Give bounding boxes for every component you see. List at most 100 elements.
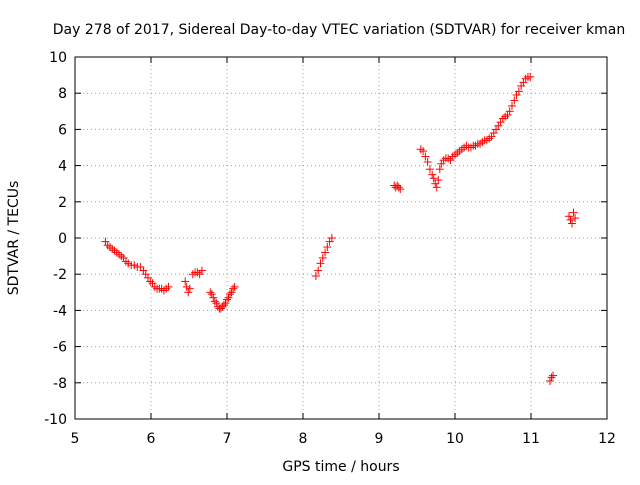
data-point: [496, 118, 505, 127]
data-point: [316, 259, 325, 268]
data-point: [565, 212, 573, 221]
data-point: [110, 246, 119, 255]
data-point: [549, 371, 558, 380]
y-tick-label: -6: [53, 340, 67, 356]
data-point: [487, 132, 496, 141]
data-point: [150, 282, 159, 291]
data-point: [103, 241, 112, 250]
data-point: [437, 159, 446, 168]
data-point: [421, 152, 430, 161]
y-axis-label: SDTVAR / TECUs: [6, 181, 22, 296]
data-point: [546, 376, 554, 385]
data-point: [419, 147, 428, 156]
chart-title: Day 278 of 2017, Sidereal Day-to-day VTE…: [53, 22, 625, 38]
data-point: [435, 165, 444, 174]
data-point: [526, 72, 535, 81]
data-point: [197, 266, 206, 275]
data-point: [510, 96, 519, 105]
data-point: [521, 74, 530, 83]
data-point: [159, 286, 168, 295]
data-point: [514, 87, 523, 96]
data-point: [508, 101, 516, 110]
data-point: [569, 208, 578, 217]
data-point: [318, 253, 327, 262]
data-point: [143, 273, 152, 282]
data-point: [221, 299, 230, 308]
x-tick-label: 7: [223, 431, 232, 447]
data-point: [115, 250, 124, 259]
data-point: [219, 300, 228, 309]
grid: [75, 57, 607, 419]
data-point: [101, 237, 110, 246]
data-point: [226, 290, 235, 299]
y-tick-label: 4: [58, 159, 67, 175]
ticks: 5 6 7 8 9 10 11 12 -10 -8 -6 -4 -2 0 2 4 6 8 10: [44, 50, 616, 447]
data-point: [112, 248, 121, 257]
data-point: [230, 282, 239, 291]
data-point: [207, 290, 216, 299]
data-point: [141, 270, 150, 279]
x-tick-label: 10: [446, 431, 464, 447]
data-point: [503, 110, 512, 119]
data-point: [425, 165, 434, 174]
data-point: [121, 257, 130, 266]
y-tick-label: 2: [58, 195, 67, 211]
data-point: [416, 145, 425, 154]
data-point: [498, 114, 507, 123]
data-point: [206, 288, 215, 297]
data-point: [105, 243, 114, 252]
data-point: [501, 112, 510, 121]
data-point: [571, 214, 580, 223]
data-point: [323, 243, 332, 252]
y-tick-label: -2: [53, 267, 67, 283]
data-point: [224, 293, 233, 302]
data-point: [455, 147, 464, 156]
x-tick-label: 9: [375, 431, 384, 447]
x-tick-label: 5: [71, 431, 80, 447]
data-point: [476, 139, 485, 148]
data-point: [327, 234, 336, 242]
data-point: [439, 156, 448, 165]
data-point: [423, 157, 432, 166]
data-point: [185, 284, 194, 293]
data-point: [396, 185, 405, 194]
x-axis-label: GPS time / hours: [282, 459, 399, 475]
data-point: [195, 270, 204, 279]
data-point: [517, 81, 526, 90]
data-point: [119, 253, 128, 262]
data-point: [453, 148, 462, 157]
y-tick-label: 8: [58, 86, 67, 102]
data-point: [325, 237, 334, 246]
data-point: [193, 268, 202, 277]
data-point: [482, 136, 491, 145]
data-point: [162, 284, 171, 293]
x-tick-label: 12: [598, 431, 616, 447]
data-point: [462, 141, 471, 150]
data-point: [448, 152, 457, 161]
y-tick-label: 10: [49, 50, 67, 66]
data-point: [314, 266, 323, 275]
y-tick-label: -4: [53, 303, 67, 319]
x-tick-label: 8: [299, 431, 308, 447]
data-point: [512, 91, 521, 100]
data-point: [210, 297, 219, 306]
data-point: [446, 156, 455, 165]
data-point: [485, 134, 494, 143]
data-point: [489, 129, 498, 138]
data-point: [466, 143, 475, 152]
data-point: [311, 272, 320, 281]
data-point: [568, 219, 577, 228]
data-point: [429, 174, 438, 183]
data-point: [434, 176, 443, 185]
data-point: [209, 293, 218, 302]
data-point: [519, 78, 528, 87]
data-point: [212, 299, 221, 308]
data-point: [146, 277, 155, 286]
data-point: [227, 288, 236, 297]
data-point: [478, 138, 487, 147]
data-markers: [101, 72, 580, 385]
data-point: [547, 373, 556, 382]
data-point: [444, 154, 453, 163]
